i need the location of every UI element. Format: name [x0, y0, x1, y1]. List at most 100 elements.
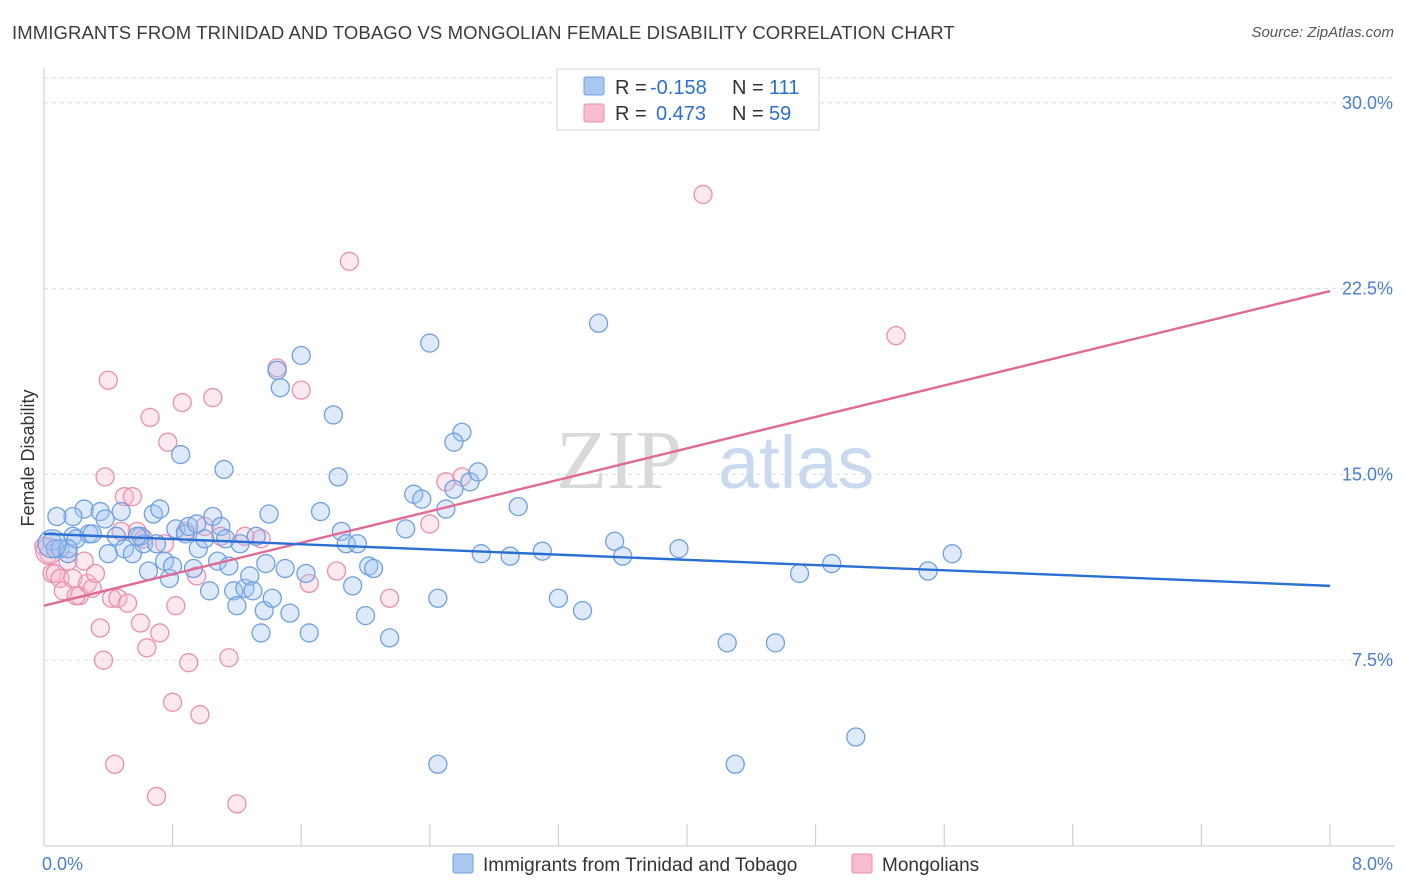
immigrants-point [717, 633, 737, 653]
immigrants-point [63, 506, 83, 527]
immigrants-point [299, 623, 319, 643]
mongolians-point [172, 392, 192, 413]
immigrants-point [267, 360, 287, 380]
mongolians-point [179, 653, 199, 673]
legend-swatch-pink [583, 103, 605, 123]
immigrants-point [82, 524, 102, 544]
immigrants-point [280, 603, 300, 623]
mongolians-point [98, 370, 118, 390]
immigrants-point [214, 459, 234, 480]
immigrants-point [428, 588, 448, 608]
mongolians-point [166, 596, 186, 616]
immigrants-point [428, 754, 448, 774]
immigrants-point [211, 516, 231, 537]
mongolians-point [105, 754, 125, 774]
immigrants-point [224, 581, 244, 601]
immigrants-point [355, 605, 376, 626]
mongolians-point [886, 326, 906, 346]
y-tick-label: 7.5% [1352, 650, 1393, 670]
immigrants-point [246, 526, 266, 546]
immigrants-point [328, 467, 348, 487]
mongolians-point [146, 786, 167, 807]
immigrants-point [444, 479, 464, 499]
immigrants-point [138, 561, 159, 581]
immigrants-point [396, 519, 416, 539]
immigrants-point [342, 576, 363, 596]
mongolians-point [219, 648, 239, 668]
immigrants-point [170, 444, 191, 465]
mongolians-point [130, 613, 151, 633]
immigrants-point [37, 529, 67, 559]
legend-bottom-label-blue: Immigrants from Trinidad and Tobago [483, 855, 797, 876]
tick-labels: 7.5% 15.0% 22.5% 30.0% 0.0% 8.0% [42, 93, 1393, 874]
immigrants-point [379, 628, 400, 648]
immigrants-point [420, 333, 440, 353]
mongolians-point [227, 794, 247, 814]
mongolians-point [90, 618, 110, 638]
mongolians-point [162, 692, 183, 712]
immigrants-point [942, 544, 962, 564]
immigrants-point [230, 534, 250, 554]
mongolians-point [158, 432, 178, 452]
immigrants-point [150, 499, 170, 519]
immigrants-point [291, 345, 311, 366]
immigrants-point [215, 529, 236, 549]
immigrants-point [412, 489, 432, 509]
series-immigrants [37, 313, 962, 774]
mongolians-point [74, 551, 94, 571]
immigrants-point [240, 566, 260, 586]
immigrants-point [227, 596, 247, 616]
legend-n-label-blue: N = [732, 77, 764, 99]
immigrants-point [187, 514, 207, 534]
watermark: ZIP atlas [556, 414, 874, 507]
mongolians-point [291, 380, 311, 400]
trend-lines [43, 289, 1331, 607]
y-tick-label: 22.5% [1342, 279, 1393, 299]
immigrants-point [310, 501, 331, 522]
x-tick-label: 0.0% [42, 854, 83, 874]
legend-top: R = -0.158 N = 111 R = 0.473 N = 59 [556, 68, 820, 131]
mongolians-point [339, 251, 360, 271]
mongolians-point [203, 387, 223, 408]
chart-title: IMMIGRANTS FROM TRINIDAD AND TOBAGO VS M… [12, 22, 955, 43]
immigrants-point [323, 405, 344, 425]
immigrants-point [500, 546, 520, 566]
immigrants-point [471, 544, 491, 564]
x-tick-label: 8.0% [1352, 854, 1393, 874]
immigrants-point [444, 432, 464, 452]
mongolians-point [420, 514, 440, 534]
immigrants-point [95, 509, 115, 529]
immigrants-point [452, 422, 472, 442]
legend-bottom-swatch-blue [452, 853, 474, 874]
immigrants-point [256, 553, 276, 574]
mongolians-point [117, 593, 138, 613]
immigrants-point [275, 558, 295, 579]
watermark-atlas: atlas [718, 421, 874, 504]
legend-r-value-pink: 0.473 [656, 103, 706, 125]
mongolians-point [114, 487, 135, 507]
immigrants-point [468, 462, 488, 482]
immigrants-point [262, 588, 282, 608]
immigrants-point [98, 544, 118, 564]
immigrants-point [270, 378, 290, 398]
immigrants-point [725, 754, 745, 774]
legend-bottom-swatch-pink [851, 853, 873, 874]
immigrants-point [296, 563, 316, 584]
immigrants-point [47, 506, 67, 527]
immigrants-point [588, 313, 609, 333]
y-tick-label: 15.0% [1342, 464, 1393, 484]
legend-bottom: Immigrants from Trinidad and Tobago Mong… [452, 853, 979, 876]
legend-r-label-pink: R = [615, 103, 647, 125]
mongolians-point [85, 563, 106, 584]
mongolians-point [93, 650, 114, 670]
immigrants-point [336, 534, 356, 554]
legend-bottom-label-pink: Mongolians [882, 855, 979, 876]
immigrants-point [532, 541, 552, 561]
mongolians-point [150, 623, 170, 643]
watermark-zip: ZIP [556, 414, 682, 507]
immigrants-point [111, 501, 131, 522]
mongolians-point [379, 588, 400, 608]
legend-n-value-blue: 111 [769, 77, 799, 99]
immigrants-point [508, 496, 528, 517]
